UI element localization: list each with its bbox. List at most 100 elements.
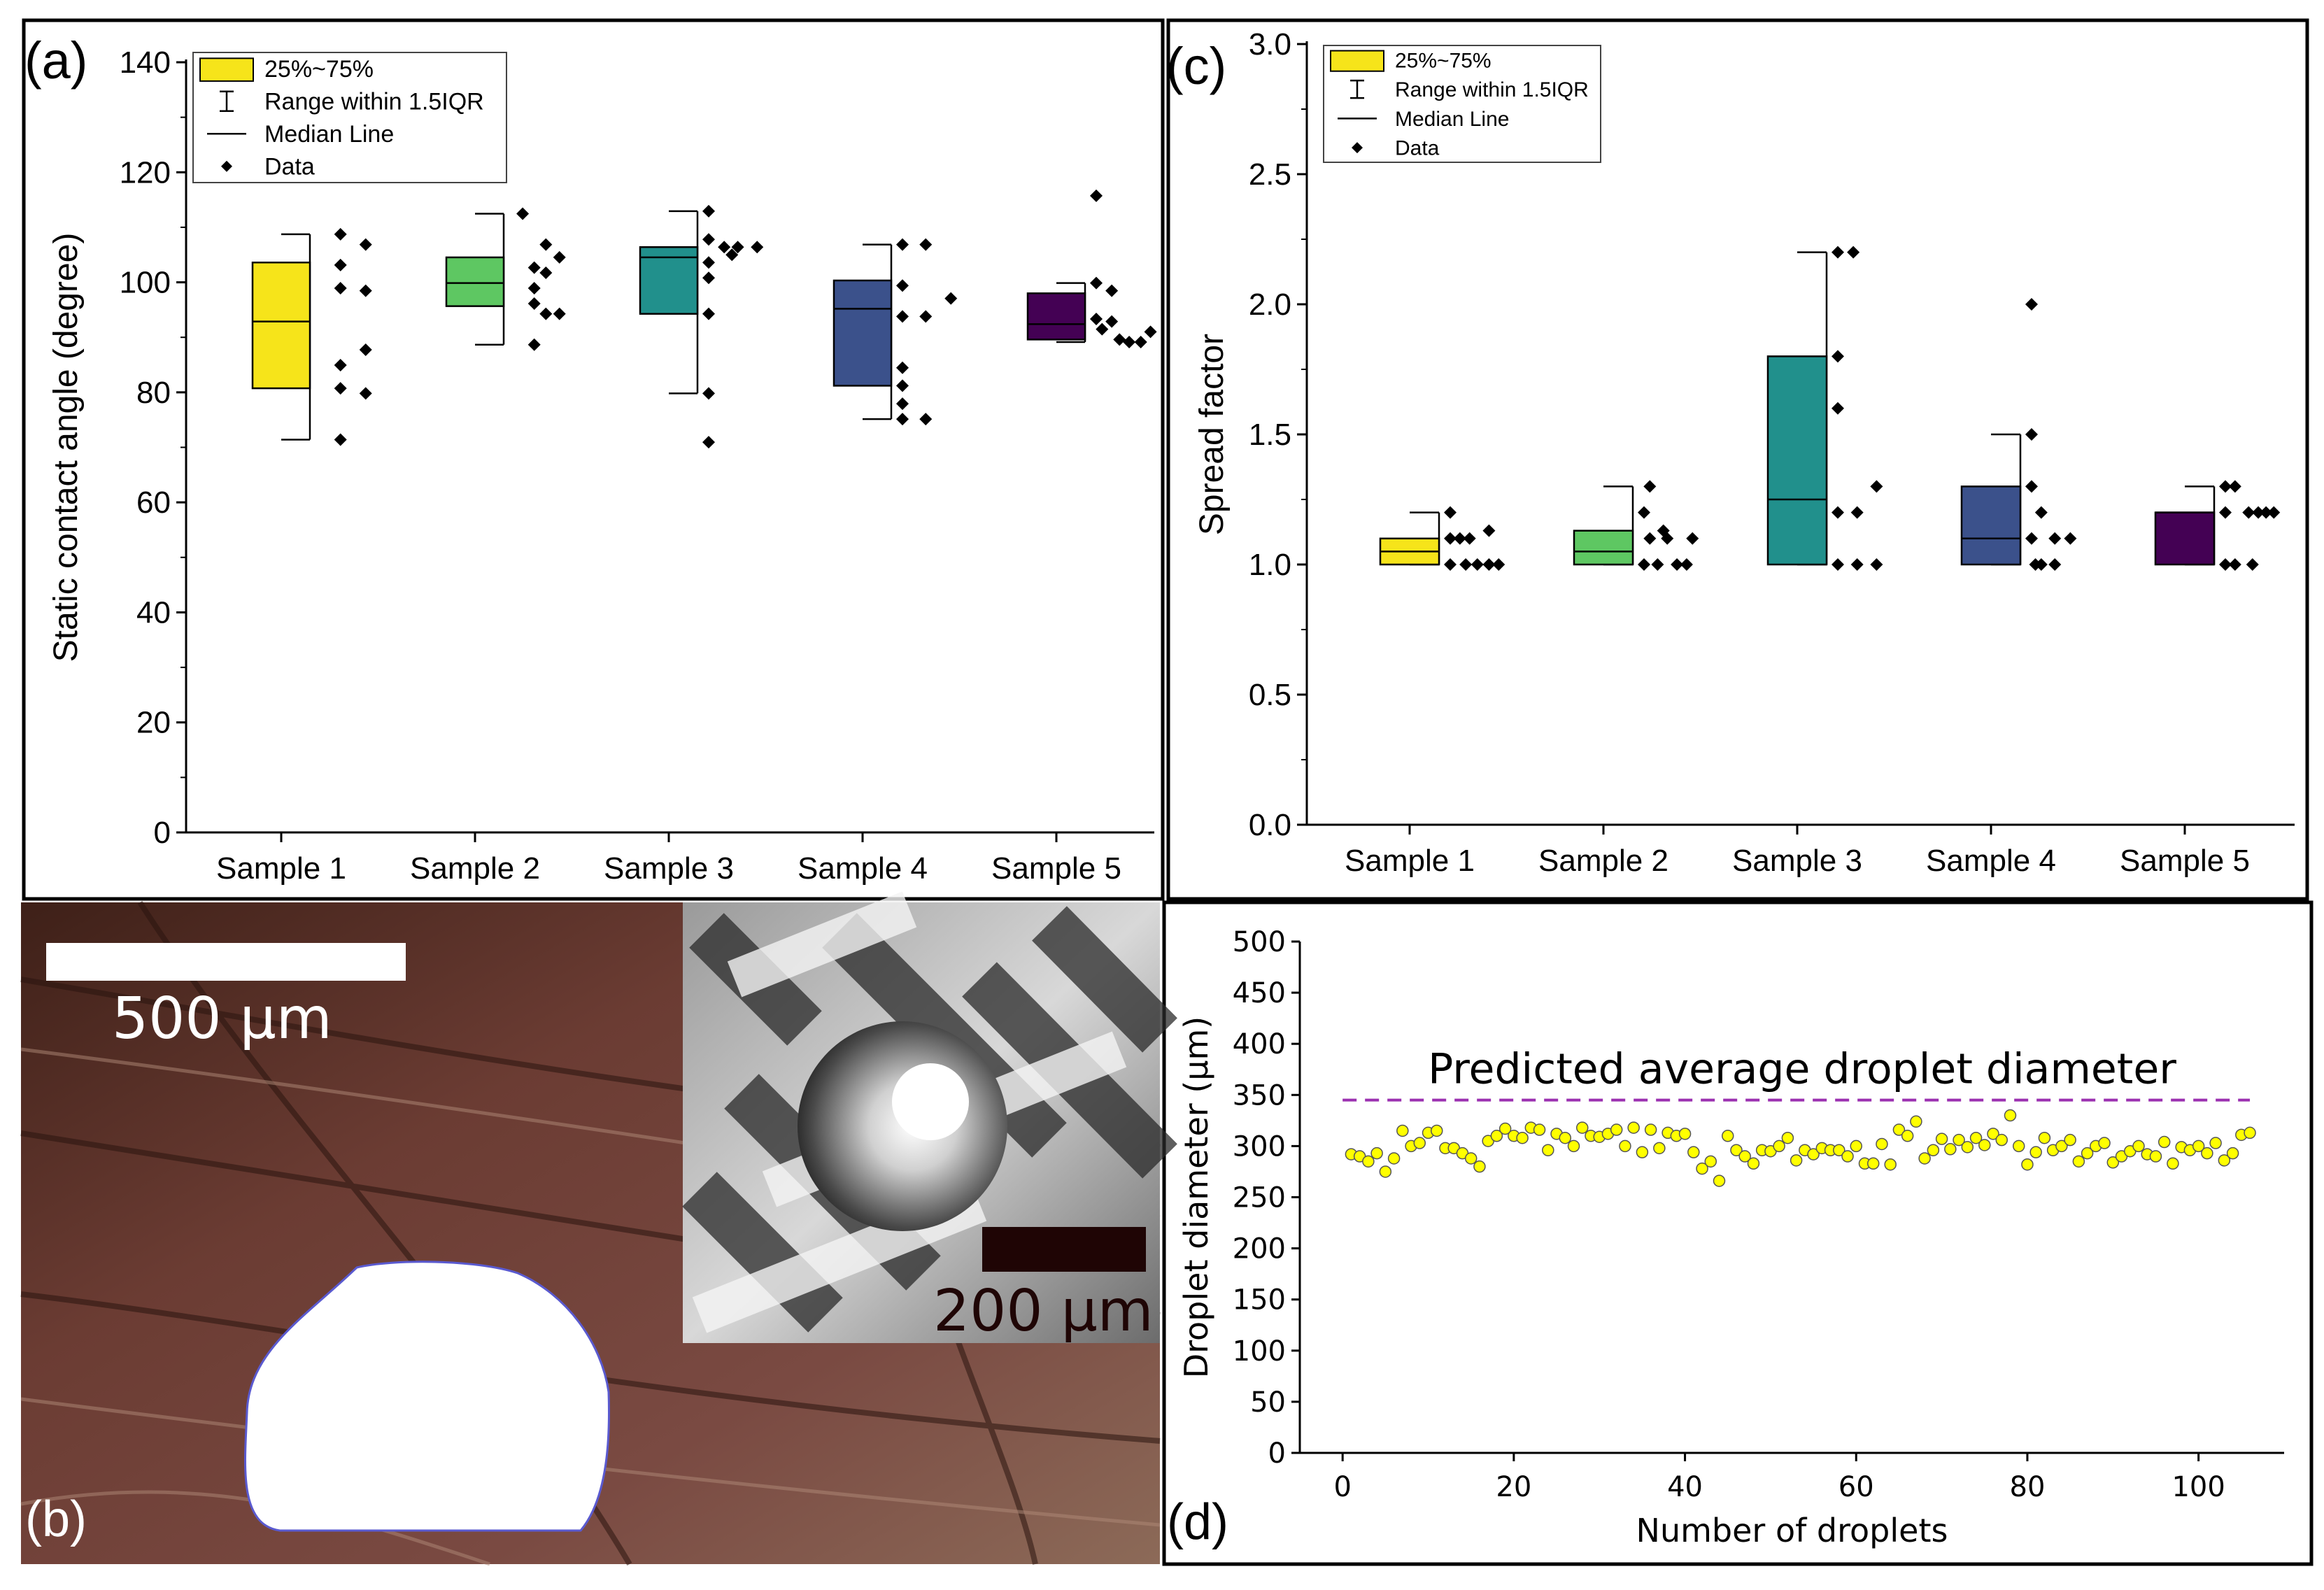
data-point <box>1995 1133 2008 1147</box>
data-point <box>1841 1150 1854 1163</box>
data-point <box>1850 1140 1863 1153</box>
data-point <box>1773 1140 1785 1153</box>
data-point <box>1575 1121 1589 1134</box>
x-tick-label: Sample 5 <box>2120 844 2250 878</box>
data-point <box>1807 1148 1820 1160</box>
panel-c-label: (c) <box>1166 37 1226 95</box>
legend-data-label: Data <box>1395 137 1440 160</box>
data-point <box>553 250 566 264</box>
data-point <box>539 238 553 251</box>
data-point <box>2034 506 2048 519</box>
y-tick-label: 2.5 <box>1249 157 1291 192</box>
data-point <box>1396 1124 1409 1137</box>
data-point <box>1704 1155 1717 1168</box>
data-point <box>1627 1121 1640 1134</box>
data-point <box>896 279 909 292</box>
data-point <box>1831 350 1844 363</box>
y-tick-label: 0 <box>154 816 171 850</box>
data-point <box>2219 558 2232 571</box>
data-point <box>1144 325 1157 339</box>
legend-data-icon <box>1352 142 1363 154</box>
data-point <box>2244 1126 2256 1140</box>
legend-box-label: 25%~75% <box>1395 49 1492 72</box>
data-point <box>1516 1131 1529 1144</box>
y-axis-label: Spread factor <box>1193 334 1231 535</box>
legend-box-label: 25%~75% <box>264 56 374 83</box>
y-tick-label: 1.5 <box>1249 418 1291 452</box>
data-point <box>2219 480 2232 493</box>
data-point <box>702 387 715 400</box>
legend: 25%~75% Range within 1.5IQR Median Line Dat… <box>1323 45 1601 163</box>
data-point <box>2252 506 2265 519</box>
data-point <box>1790 1154 1803 1167</box>
data-point <box>359 387 372 400</box>
data-point <box>2025 298 2038 311</box>
panel-c-frame <box>1166 18 2309 901</box>
data-point <box>1653 1142 1666 1155</box>
y-tick-label: 100 <box>120 266 171 300</box>
y-tick-label: 1.0 <box>1249 548 1291 582</box>
y-tick-label: 500 <box>1233 926 1286 958</box>
data-point <box>1738 1150 1751 1163</box>
data-point <box>527 261 541 274</box>
legend-box-swatch <box>199 57 254 82</box>
x-tick-label: Sample 2 <box>410 851 540 886</box>
data-point <box>2228 480 2241 493</box>
data-point <box>2192 1140 2205 1153</box>
panel-d-scatter: 0 50 100 150 200 250 300 350 400 450 500 0 20 40 60 80 1… <box>1177 926 2284 1549</box>
data-point <box>334 281 347 294</box>
iqr-box <box>1573 530 1634 566</box>
y-tick-label: 400 <box>1233 1028 1286 1060</box>
data-point <box>1463 532 1476 545</box>
iqr-box <box>251 262 311 390</box>
data-point <box>539 307 553 320</box>
data-point <box>527 338 541 351</box>
data-point <box>896 310 909 323</box>
scalebar-500-label: 500 μm <box>112 986 332 1052</box>
data-point <box>1884 1158 1897 1171</box>
data-point <box>1492 558 1505 571</box>
iqr-box <box>832 279 893 387</box>
data-point <box>1870 480 1883 493</box>
data-point <box>919 238 933 251</box>
data-point <box>1831 402 1844 415</box>
data-point <box>2242 506 2255 519</box>
data-point <box>1643 480 1657 493</box>
x-tick-label: 20 <box>1496 1471 1531 1503</box>
data-point <box>1113 333 1126 346</box>
data-point <box>1559 1131 1572 1144</box>
legend-box-swatch <box>1330 50 1384 72</box>
data-point <box>1961 1141 1974 1154</box>
data-point <box>896 397 909 411</box>
data-point <box>2029 558 2042 571</box>
data-point <box>2064 532 2077 545</box>
x-tick-label: Sample 2 <box>1538 844 1668 878</box>
predicted-average-label: Predicted average droplet diameter <box>1428 1045 2176 1094</box>
data-point <box>1490 1130 1503 1142</box>
data-point <box>2158 1135 2171 1149</box>
inset-droplet-glint <box>892 1063 969 1140</box>
data-point <box>1901 1130 1914 1142</box>
y-tick-label: 2.0 <box>1249 288 1291 322</box>
data-point <box>2038 1131 2051 1144</box>
data-point <box>527 297 541 310</box>
panel-d-label: (d) <box>1167 1494 1228 1550</box>
data-point <box>2218 1154 2231 1167</box>
data-point <box>1105 315 1119 328</box>
data-point <box>1533 1123 1546 1136</box>
y-axis-label: Static contact angle (degree) <box>48 233 85 662</box>
data-point <box>702 271 715 285</box>
x-tick-label: Sample 4 <box>798 851 928 886</box>
data-point <box>2106 1156 2120 1169</box>
data-point <box>2055 1140 2068 1153</box>
data-point <box>751 241 764 254</box>
data-point <box>702 307 715 320</box>
data-point <box>1892 1123 1906 1136</box>
data-point <box>553 307 566 320</box>
y-tick-label: 0 <box>1268 1438 1286 1470</box>
data-point <box>1610 1123 1623 1136</box>
data-point <box>1686 532 1699 545</box>
data-point <box>1987 1128 1999 1140</box>
data-point <box>2226 1147 2239 1160</box>
